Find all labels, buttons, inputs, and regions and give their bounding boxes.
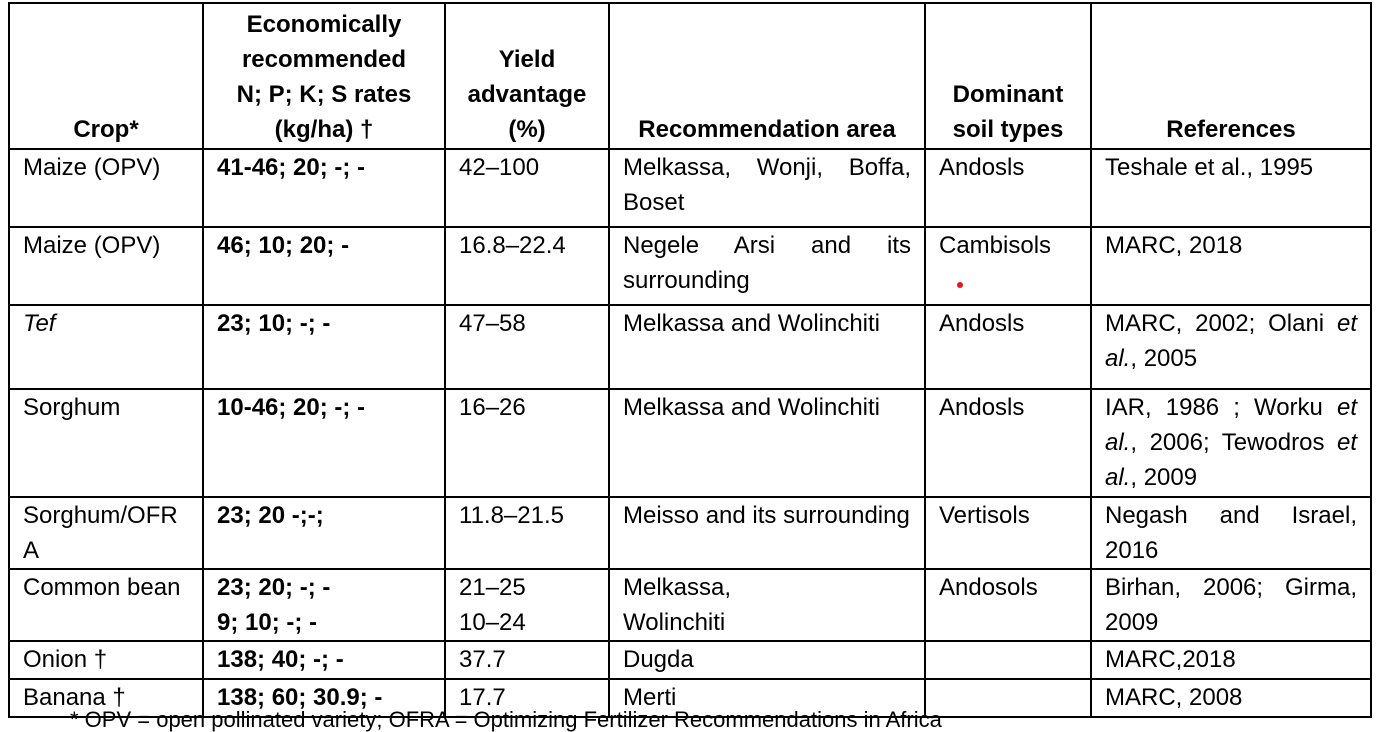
header-row: Crop* Economically recommended N; P; K; … (8, 2, 1372, 150)
cell-soil: Andosols (924, 568, 1092, 642)
table-row: Tef 23; 10; -; - 47–58 Melkassa and Woli… (8, 304, 1372, 390)
cell-yield: 37.7 (444, 640, 610, 680)
cell-ref: MARC, 2008 (1090, 678, 1372, 718)
cell-soil: Cambisols (924, 226, 1092, 306)
cell-rates: 23; 20 -;-; (202, 496, 446, 570)
header-soil: Dominant soil types (924, 2, 1092, 150)
cell-area: Negele Arsi and its surrounding (608, 226, 926, 306)
cell-rates: 41-46; 20; -; - (202, 148, 446, 228)
cell-soil: Andosls (924, 388, 1092, 498)
header-crop: Crop* (8, 2, 204, 150)
cell-area: Dugda (608, 640, 926, 680)
cell-rates: 138; 60; 30.9; - (202, 678, 446, 718)
cell-ref: IAR, 1986 ; Worku et al., 2006; Tewodros… (1090, 388, 1372, 498)
cell-rates: 46; 10; 20; - (202, 226, 446, 306)
table-row: Sorghum/OFRA 23; 20 -;-; 11.8–21.5 Meiss… (8, 496, 1372, 570)
fertilizer-recommendation-table: Crop* Economically recommended N; P; K; … (8, 2, 1372, 718)
header-rates: Economically recommended N; P; K; S rate… (202, 2, 446, 150)
cell-soil: Andosls (924, 304, 1092, 390)
cell-area: Melkassa, Wolinchiti (608, 568, 926, 642)
cell-rates: 10-46; 20; -; - (202, 388, 446, 498)
header-yield: Yield advantage (%) (444, 2, 610, 150)
cell-area: Melkassa and Wolinchiti (608, 388, 926, 498)
table-row: Sorghum 10-46; 20; -; - 16–26 Melkassa a… (8, 388, 1372, 498)
red-dot-mark (957, 282, 963, 288)
cell-yield: 16–26 (444, 388, 610, 498)
cell-soil (924, 678, 1092, 718)
cell-crop: Maize (OPV) (8, 226, 204, 306)
header-area: Recommendation area (608, 2, 926, 150)
table-footnote: * OPV = open pollinated variety; OFRA = … (70, 707, 942, 732)
cell-ref: Birhan, 2006; Girma, 2009 (1090, 568, 1372, 642)
cell-ref: MARC, 2018 (1090, 226, 1372, 306)
table-row: Maize (OPV) 41-46; 20; -; - 42–100 Melka… (8, 148, 1372, 228)
table-row: Maize (OPV) 46; 10; 20; - 16.8–22.4 Nege… (8, 226, 1372, 306)
cell-ref: Teshale et al., 1995 (1090, 148, 1372, 228)
cell-ref: MARC,2018 (1090, 640, 1372, 680)
cell-crop: Banana † (8, 678, 204, 718)
cell-yield: 42–100 (444, 148, 610, 228)
cell-crop: Maize (OPV) (8, 148, 204, 228)
cell-soil: Vertisols (924, 496, 1092, 570)
table-row: Onion † 138; 40; -; - 37.7 Dugda MARC,20… (8, 640, 1372, 680)
cell-area: Melkassa, Wonji, Boffa, Boset (608, 148, 926, 228)
table-row: Common bean 23; 20; -; -9; 10; -; - 21–2… (8, 568, 1372, 642)
cell-yield: 47–58 (444, 304, 610, 390)
cell-area: Meisso and its surrounding (608, 496, 926, 570)
cell-yield: 17.7 (444, 678, 610, 718)
cell-ref: MARC, 2002; Olani et al., 2005 (1090, 304, 1372, 390)
cell-soil: Andosls (924, 148, 1092, 228)
cell-rates: 23; 20; -; -9; 10; -; - (202, 568, 446, 642)
cell-crop: Tef (8, 304, 204, 390)
header-references: References (1090, 2, 1372, 150)
table-row: Banana † 138; 60; 30.9; - 17.7 Merti MAR… (8, 678, 1372, 718)
cell-rates: 23; 10; -; - (202, 304, 446, 390)
cell-area: Melkassa and Wolinchiti (608, 304, 926, 390)
cell-yield: 21–25 10–24 (444, 568, 610, 642)
cell-crop: Sorghum/OFRA (8, 496, 204, 570)
cell-crop: Sorghum (8, 388, 204, 498)
cell-crop: Onion † (8, 640, 204, 680)
cell-area: Merti (608, 678, 926, 718)
cell-rates: 138; 40; -; - (202, 640, 446, 680)
cell-yield: 16.8–22.4 (444, 226, 610, 306)
cell-yield: 11.8–21.5 (444, 496, 610, 570)
cell-crop: Common bean (8, 568, 204, 642)
cell-ref: Negash and Israel, 2016 (1090, 496, 1372, 570)
cell-soil (924, 640, 1092, 680)
